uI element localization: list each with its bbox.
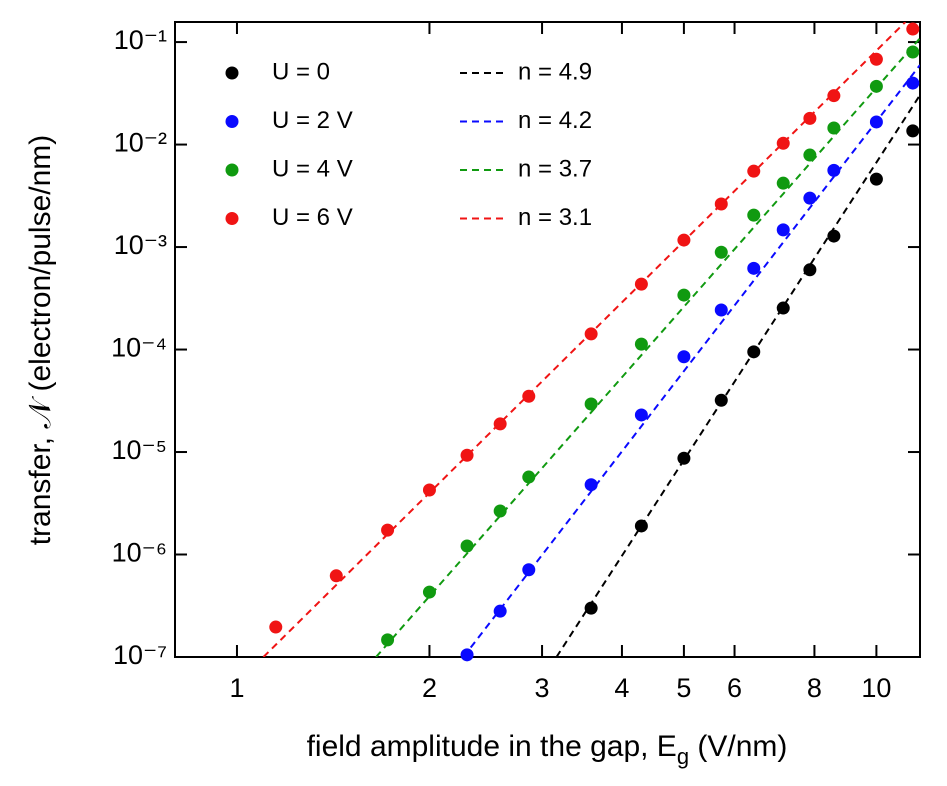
data-point	[869, 52, 883, 66]
data-point	[906, 45, 920, 59]
data-point	[827, 121, 841, 135]
data-point	[776, 301, 790, 315]
data-point	[677, 451, 691, 465]
data-point	[634, 519, 648, 533]
legend-label: U = 6 V	[272, 204, 353, 231]
x-label-part: field amplitude in the gap, E	[307, 730, 677, 763]
x-tick-label: 3	[535, 673, 550, 703]
legend-marker	[225, 163, 239, 177]
data-point	[827, 163, 841, 177]
y-tick-label: 10⁻⁶	[112, 538, 167, 568]
data-point	[869, 172, 883, 186]
data-point	[493, 604, 507, 618]
data-point	[803, 111, 817, 125]
data-point	[522, 389, 536, 403]
data-point	[906, 22, 920, 36]
plot-frame	[174, 21, 921, 658]
data-point	[522, 563, 536, 577]
data-point	[747, 164, 761, 178]
data-point	[634, 277, 648, 291]
y-tick-label: 10⁻⁷	[113, 640, 167, 670]
data-point	[584, 397, 598, 411]
data-point	[906, 124, 920, 138]
x-label-subscript: g	[677, 744, 689, 769]
data-point	[714, 393, 728, 407]
plot-area	[262, 22, 920, 657]
data-point	[747, 261, 761, 275]
x-tick-label: 2	[422, 673, 437, 703]
data-point	[869, 79, 883, 93]
data-point	[634, 408, 648, 422]
legend-label: n = 3.1	[518, 204, 592, 231]
data-point	[803, 263, 817, 277]
fit-line	[462, 64, 920, 657]
x-tick-label: 6	[727, 673, 742, 703]
data-point	[460, 539, 474, 553]
data-point	[776, 223, 790, 237]
data-point	[584, 601, 598, 615]
data-point	[677, 233, 691, 247]
data-point	[714, 303, 728, 317]
data-point	[584, 478, 598, 492]
data-point	[803, 148, 817, 162]
y-tick-label: 10⁻³	[114, 230, 167, 260]
y-tick-label: 10⁻⁴	[111, 333, 167, 363]
legend-marker	[225, 212, 239, 225]
data-point	[714, 197, 728, 211]
y-tick-label: 10⁻¹	[114, 25, 167, 55]
data-point	[493, 504, 507, 518]
y-tick-label: 10⁻²	[114, 128, 167, 158]
data-point	[747, 345, 761, 359]
fit-line	[375, 37, 920, 657]
data-point	[329, 569, 343, 583]
data-point	[906, 76, 920, 90]
legend-label: U = 0	[272, 58, 330, 85]
x-label-part: (V/nm)	[689, 730, 787, 763]
data-point	[827, 89, 841, 103]
legend-label: U = 4 V	[272, 155, 353, 182]
x-tick-label: 10	[861, 673, 891, 703]
legend-label: n = 3.7	[518, 155, 592, 182]
legend-label: n = 4.9	[518, 58, 592, 85]
x-tick-label: 4	[614, 673, 629, 703]
x-tick-label: 8	[807, 673, 822, 703]
data-point	[747, 208, 761, 222]
legend-label: U = 2 V	[272, 107, 353, 134]
data-point	[869, 115, 883, 129]
data-point	[634, 337, 648, 351]
fit-line	[262, 22, 907, 657]
data-point	[584, 327, 598, 341]
data-point	[677, 350, 691, 364]
data-point	[776, 176, 790, 190]
fit-line	[555, 94, 920, 657]
legend-marker	[225, 115, 239, 128]
legend-label: n = 4.2	[518, 107, 592, 134]
data-point	[381, 523, 395, 537]
data-point	[460, 648, 474, 662]
y-tick-label: 10⁻⁵	[112, 435, 167, 465]
data-point	[677, 288, 691, 302]
x-axis-label: field amplitude in the gap, Eg (V/nm)	[307, 730, 788, 769]
data-point	[493, 417, 507, 431]
y-axis-label: transfer, 𝒩 (electron/pulse/nm)	[24, 135, 57, 546]
x-tick-label: 1	[229, 673, 244, 703]
data-point	[422, 585, 436, 599]
data-point	[803, 191, 817, 205]
data-point	[460, 448, 474, 462]
legend-marker	[225, 66, 239, 80]
data-point	[381, 633, 395, 647]
data-point	[827, 229, 841, 243]
data-point	[422, 483, 436, 497]
data-point	[714, 245, 728, 259]
data-point	[522, 470, 536, 484]
data-point	[776, 136, 790, 150]
data-point	[269, 620, 283, 634]
x-tick-label: 5	[676, 673, 691, 703]
